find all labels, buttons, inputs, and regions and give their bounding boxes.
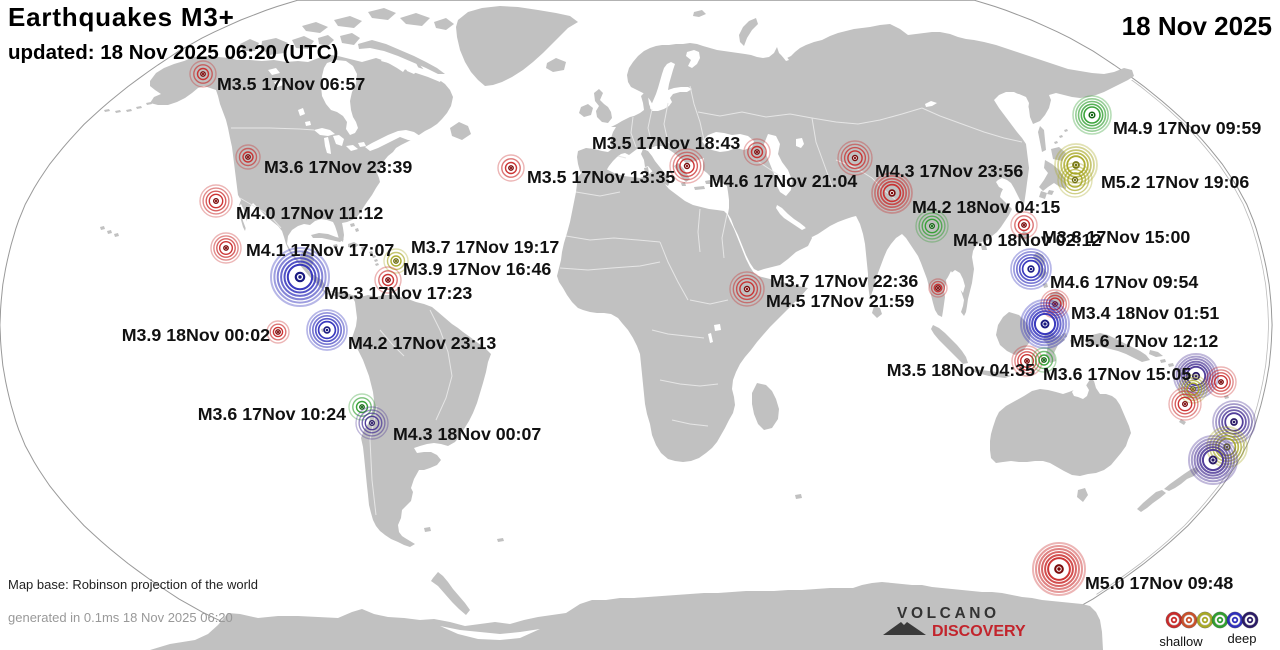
- svg-text:M4.0 18Nov 02:12: M4.0 18Nov 02:12: [953, 230, 1101, 250]
- svg-text:M4.6 17Nov 21:04: M4.6 17Nov 21:04: [709, 171, 857, 191]
- svg-text:M3.8 17Nov 15:00: M3.8 17Nov 15:00: [1042, 227, 1190, 247]
- svg-text:M3.4 18Nov 01:51: M3.4 18Nov 01:51: [1071, 303, 1219, 323]
- svg-text:M3.5 17Nov 18:43: M3.5 17Nov 18:43: [592, 133, 740, 153]
- svg-text:Map base: Robinson projection: Map base: Robinson projection of the wor…: [8, 577, 258, 592]
- svg-text:M3.5 17Nov 06:57: M3.5 17Nov 06:57: [217, 74, 365, 94]
- svg-text:M3.5 17Nov 13:35: M3.5 17Nov 13:35: [527, 167, 675, 187]
- svg-text:18 Nov 2025: 18 Nov 2025: [1122, 11, 1272, 41]
- svg-text:generated in 0.1ms 18 Nov 2025: generated in 0.1ms 18 Nov 2025 06:20: [8, 610, 233, 625]
- svg-text:M3.6 17Nov 10:24: M3.6 17Nov 10:24: [198, 404, 346, 424]
- svg-text:M4.6 17Nov 09:54: M4.6 17Nov 09:54: [1050, 272, 1198, 292]
- svg-text:M4.1 17Nov 17:07: M4.1 17Nov 17:07: [246, 240, 394, 260]
- svg-text:updated: 18 Nov 2025 06:20 (UT: updated: 18 Nov 2025 06:20 (UTC): [8, 41, 338, 64]
- svg-text:M5.2 17Nov 19:06: M5.2 17Nov 19:06: [1101, 172, 1249, 192]
- svg-text:M3.9 18Nov 00:02: M3.9 18Nov 00:02: [122, 325, 270, 345]
- svg-text:M4.2 17Nov 23:13: M4.2 17Nov 23:13: [348, 333, 496, 353]
- svg-text:M4.0 17Nov 11:12: M4.0 17Nov 11:12: [236, 203, 383, 223]
- svg-text:M5.6 17Nov 12:12: M5.6 17Nov 12:12: [1070, 331, 1218, 351]
- svg-text:M3.6 17Nov 15:05: M3.6 17Nov 15:05: [1043, 364, 1191, 384]
- svg-text:M5.3 17Nov 17:23: M5.3 17Nov 17:23: [324, 283, 472, 303]
- svg-text:M5.0 17Nov 09:48: M5.0 17Nov 09:48: [1085, 573, 1233, 593]
- svg-text:M3.6 17Nov 23:39: M3.6 17Nov 23:39: [264, 157, 412, 177]
- svg-text:deep: deep: [1228, 631, 1257, 646]
- svg-text:M3.7 17Nov 22:36: M3.7 17Nov 22:36: [770, 271, 918, 291]
- svg-text:DISCOVERY: DISCOVERY: [932, 623, 1026, 640]
- svg-text:shallow: shallow: [1159, 634, 1203, 649]
- svg-text:M4.5 17Nov 21:59: M4.5 17Nov 21:59: [766, 291, 914, 311]
- svg-text:M3.5 18Nov 04:35: M3.5 18Nov 04:35: [887, 360, 1035, 380]
- svg-text:VOLCANO: VOLCANO: [897, 605, 1000, 622]
- svg-text:M4.3 18Nov 00:07: M4.3 18Nov 00:07: [393, 424, 541, 444]
- svg-text:Earthquakes M3+: Earthquakes M3+: [8, 2, 235, 32]
- svg-text:M4.2 18Nov 04:15: M4.2 18Nov 04:15: [912, 197, 1060, 217]
- svg-text:M3.9 17Nov 16:46: M3.9 17Nov 16:46: [403, 259, 551, 279]
- svg-text:M3.7 17Nov 19:17: M3.7 17Nov 19:17: [411, 237, 559, 257]
- svg-text:M4.9 17Nov 09:59: M4.9 17Nov 09:59: [1113, 118, 1261, 138]
- svg-text:M4.3 17Nov 23:56: M4.3 17Nov 23:56: [875, 161, 1023, 181]
